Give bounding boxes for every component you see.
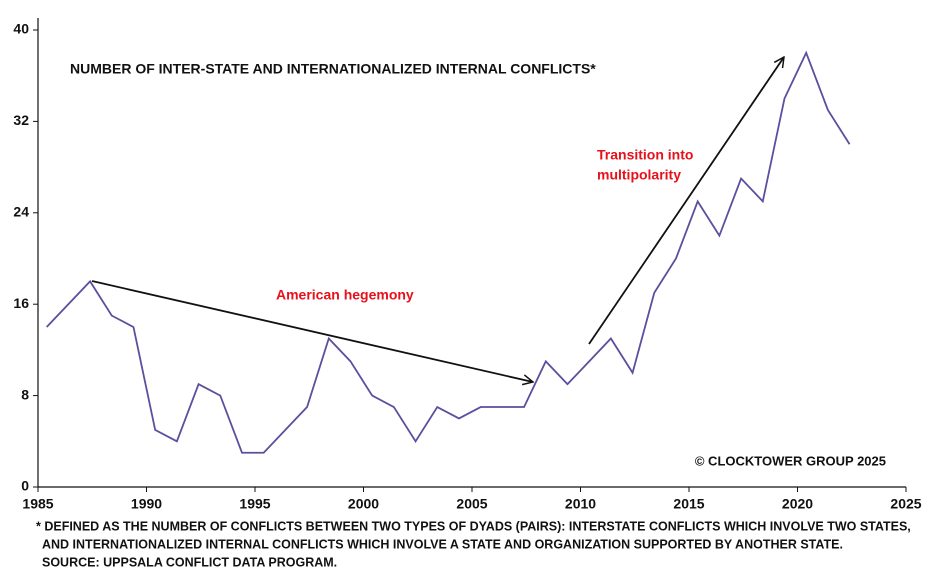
x-tick-label: 2010 [565, 496, 596, 512]
footnote: SOURCE: UPPSALA CONFLICT DATA PROGRAM. [42, 555, 337, 569]
x-tick-label: 2000 [348, 496, 379, 512]
y-tick-label: 16 [13, 295, 29, 311]
x-tick-label: 2020 [782, 496, 813, 512]
x-tick-label: 1990 [131, 496, 162, 512]
arrow [588, 57, 784, 345]
y-tick-label: 8 [21, 386, 29, 402]
credit: © CLOCKTOWER GROUP 2025 [695, 453, 886, 468]
arrow [91, 280, 533, 382]
y-tick-label: 0 [21, 478, 29, 494]
x-tick-label: 2005 [456, 496, 487, 512]
y-tick-label: 24 [13, 204, 29, 220]
y-tick-label: 40 [13, 21, 29, 37]
data-line [46, 50, 851, 454]
footnote: AND INTERNATIONALIZED INTERNAL CONFLICTS… [42, 537, 843, 551]
y-tick-label: 32 [13, 112, 29, 128]
x-tick-label: 2025 [890, 496, 921, 512]
chart-title: NUMBER OF INTER-STATE AND INTERNATIONALI… [70, 61, 596, 77]
annotation: multipolarity [597, 167, 681, 183]
footnote: * DEFINED AS THE NUMBER OF CONFLICTS BET… [36, 519, 911, 533]
x-tick-label: 1995 [239, 496, 270, 512]
x-tick-label: 1985 [22, 496, 53, 512]
x-tick-label: 2015 [673, 496, 704, 512]
annotation: Transition into [597, 147, 693, 163]
annotation: American hegemony [276, 287, 414, 303]
